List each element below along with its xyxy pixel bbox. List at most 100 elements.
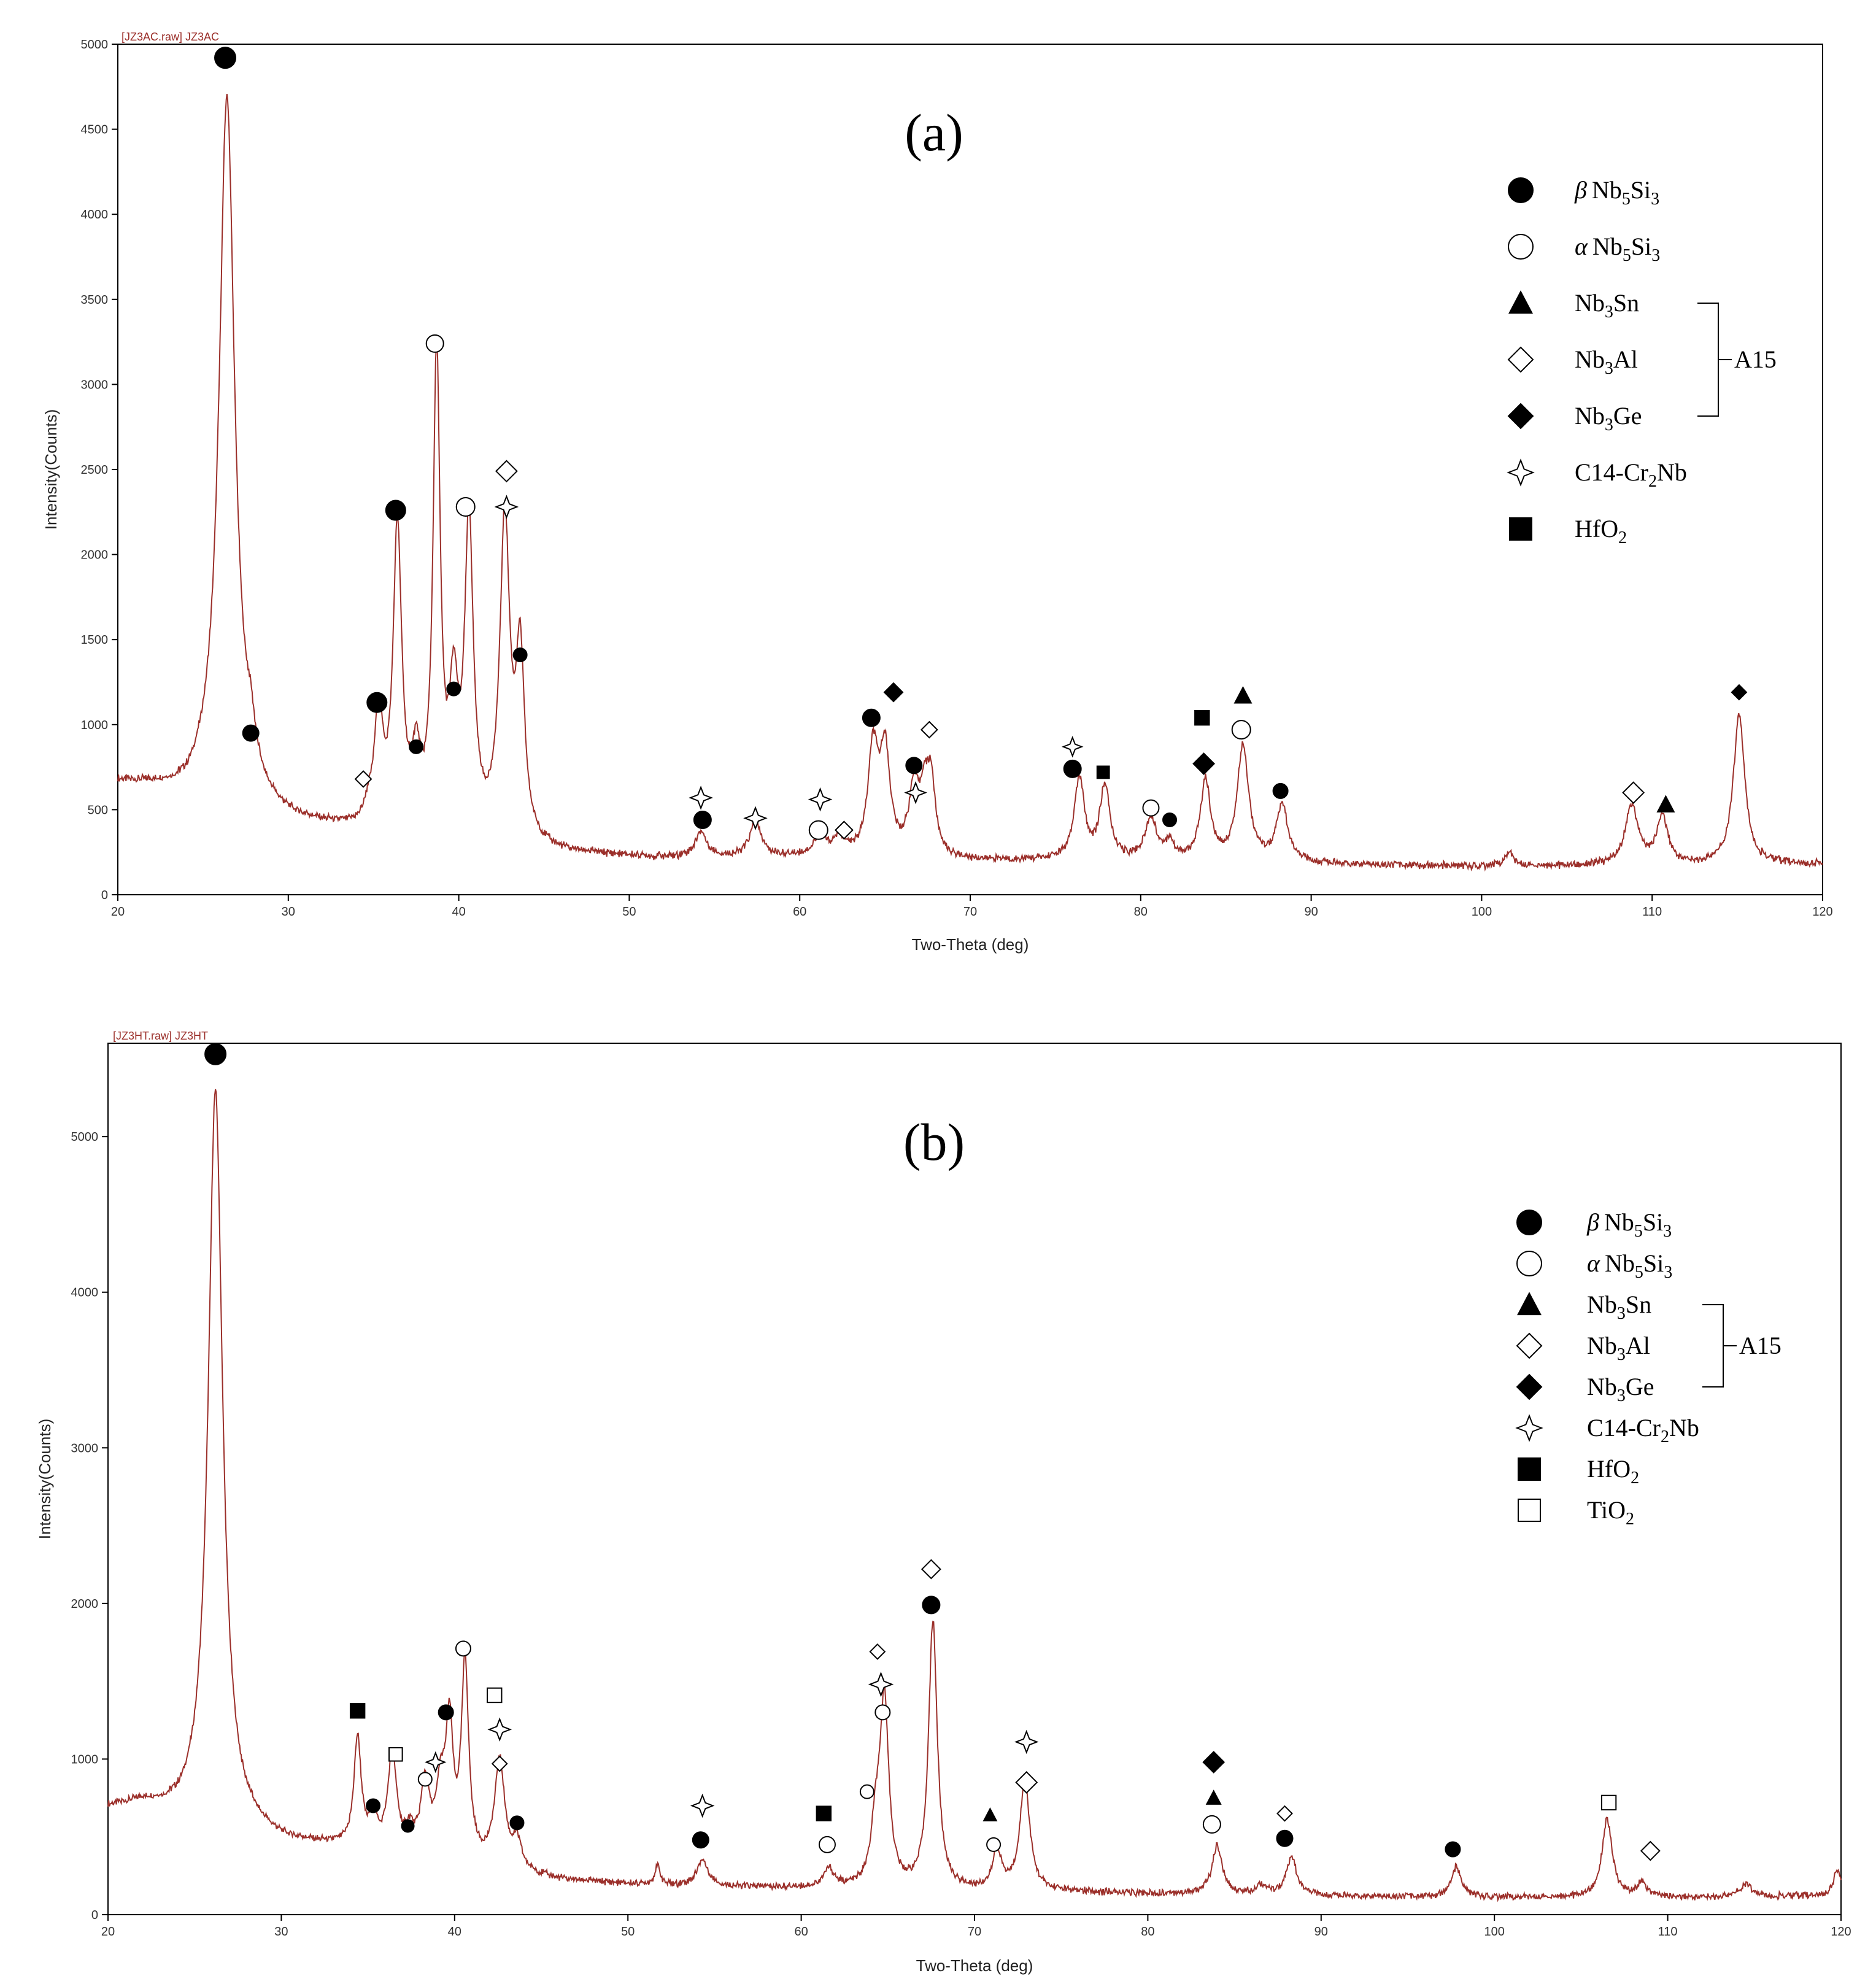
filled-triangle-marker — [1508, 290, 1533, 314]
legend-text-part: Al — [1626, 1332, 1650, 1359]
legend-text-part: C14-Cr — [1587, 1414, 1661, 1442]
filled-circle-marker — [509, 1815, 525, 1831]
legend-text-part: 5 — [1623, 246, 1631, 265]
legend-text-part: 3 — [1617, 1345, 1626, 1364]
legend-entry-label: Nb3Al — [1587, 1332, 1650, 1364]
legend-text-part: β — [1586, 1208, 1599, 1236]
open-star-marker — [868, 1671, 894, 1697]
filled-circle-marker — [1272, 782, 1289, 799]
filled-circle-marker — [366, 692, 388, 713]
open-circle-marker — [1231, 720, 1251, 740]
filled-circle-marker — [446, 681, 461, 697]
open-star-marker — [1061, 736, 1084, 758]
open-diamond-marker — [1516, 1332, 1543, 1359]
filled-square-marker — [1518, 1457, 1541, 1481]
legend-entry-label: α Nb5Si3 — [1575, 233, 1660, 265]
open-circle-marker — [874, 1704, 891, 1721]
x-tick-label: 30 — [274, 1925, 288, 1939]
filled-diamond-marker — [1731, 684, 1748, 701]
open-circle-marker — [1508, 234, 1534, 260]
filled-diamond-marker — [883, 682, 904, 703]
open-diamond-marker — [1015, 1771, 1038, 1794]
filled-triangle-marker — [1656, 795, 1675, 813]
y-tick-label: 2500 — [81, 463, 109, 477]
filled-circle-marker — [214, 47, 237, 69]
open-star-marker — [494, 495, 519, 519]
filled-circle-marker — [692, 1831, 709, 1849]
plot-frame — [117, 44, 1823, 895]
legend-text-part: 5 — [1634, 1222, 1643, 1241]
legend-text-part: 2 — [1648, 472, 1657, 491]
legend-entry-label: β Nb5Si3 — [1586, 1208, 1672, 1241]
filled-square-marker — [1194, 710, 1210, 726]
legend-text-part: Nb — [1587, 1373, 1617, 1400]
x-tick-label: 110 — [1642, 905, 1662, 919]
filled-circle-marker — [1508, 177, 1534, 203]
open-diamond-marker — [1622, 781, 1645, 805]
filled-diamond-marker — [1202, 1751, 1226, 1774]
open-diamond-marker — [1276, 1805, 1293, 1822]
open-circle-marker — [455, 1640, 471, 1657]
x-tick-label: 80 — [1134, 905, 1148, 919]
legend-text-part: 2 — [1626, 1510, 1634, 1529]
legend-text-part: Nb — [1587, 1291, 1617, 1318]
a15-group-label: A15 — [1739, 1332, 1781, 1359]
filled-square-marker — [1509, 517, 1532, 541]
y-tick-label: 500 — [88, 803, 108, 817]
filled-circle-marker — [401, 1819, 415, 1833]
filled-circle-marker — [1276, 1829, 1294, 1847]
open-square-marker — [388, 1747, 403, 1762]
x-axis-title: Two-Theta (deg) — [916, 1956, 1033, 1975]
legend-text-part: Sn — [1626, 1291, 1651, 1318]
filled-circle-marker — [1445, 1841, 1461, 1858]
open-square-marker — [1600, 1794, 1617, 1811]
x-tick-label: 80 — [1141, 1925, 1154, 1939]
y-tick-label: 1000 — [71, 1753, 99, 1766]
x-tick-label: 20 — [111, 905, 125, 919]
x-tick-label: 20 — [101, 1925, 115, 1939]
legend-text-part: 2 — [1618, 528, 1627, 547]
legend-text-part: 3 — [1651, 190, 1659, 209]
legend-text-part: 3 — [1617, 1386, 1626, 1405]
legend-text-part: Si — [1643, 1249, 1664, 1277]
diffraction-trace — [107, 1089, 1842, 1902]
y-tick-label: 4000 — [71, 1286, 99, 1300]
filled-circle-marker — [438, 1704, 454, 1721]
open-diamond-marker — [1640, 1840, 1661, 1861]
y-tick-label: 5000 — [71, 1130, 99, 1144]
open-circle-marker — [859, 1784, 874, 1799]
filled-circle-marker — [922, 1596, 941, 1615]
x-tick-label: 90 — [1314, 1925, 1328, 1939]
filled-circle-marker — [409, 739, 424, 754]
legend-text-part: Ge — [1613, 402, 1642, 430]
file-label: [JZ3AC.raw] JZ3AC — [122, 31, 219, 43]
diffraction-trace — [117, 93, 1823, 872]
filled-diamond-marker — [1516, 1373, 1543, 1400]
filled-triangle-marker — [1517, 1292, 1542, 1316]
filled-circle-marker — [905, 757, 923, 774]
legend-text-part: HfO — [1575, 515, 1618, 542]
panel-label: (b) — [903, 1113, 965, 1171]
filled-triangle-marker — [1233, 686, 1253, 704]
filled-circle-marker — [693, 811, 712, 830]
x-tick-label: 90 — [1304, 905, 1318, 919]
x-tick-label: 40 — [452, 905, 465, 919]
open-diamond-marker — [869, 1643, 886, 1660]
x-tick-label: 60 — [793, 905, 806, 919]
open-diamond-marker — [835, 820, 854, 840]
legend-text-part: Nb — [1575, 345, 1605, 373]
legend-text-part: Nb — [1575, 289, 1605, 317]
x-tick-label: 100 — [1472, 905, 1492, 919]
filled-triangle-marker — [982, 1807, 998, 1821]
legend-entry-label: HfO2 — [1587, 1455, 1639, 1488]
a15-group-label: A15 — [1734, 345, 1777, 373]
open-diamond-marker — [354, 770, 372, 788]
legend-text-part: 3 — [1651, 246, 1660, 265]
y-axis-title: Intensity(Counts) — [42, 409, 60, 530]
legend-text-part: Nb — [1669, 1414, 1699, 1442]
open-diamond-marker — [491, 1755, 508, 1772]
x-tick-label: 110 — [1658, 1925, 1678, 1939]
xrd-chart-b: [JZ3HT.raw] JZ3HT 010002000300040005000 … — [36, 1030, 1851, 1975]
legend-text-part: α — [1575, 233, 1588, 260]
legend-text-part: Nb — [1587, 1332, 1617, 1359]
